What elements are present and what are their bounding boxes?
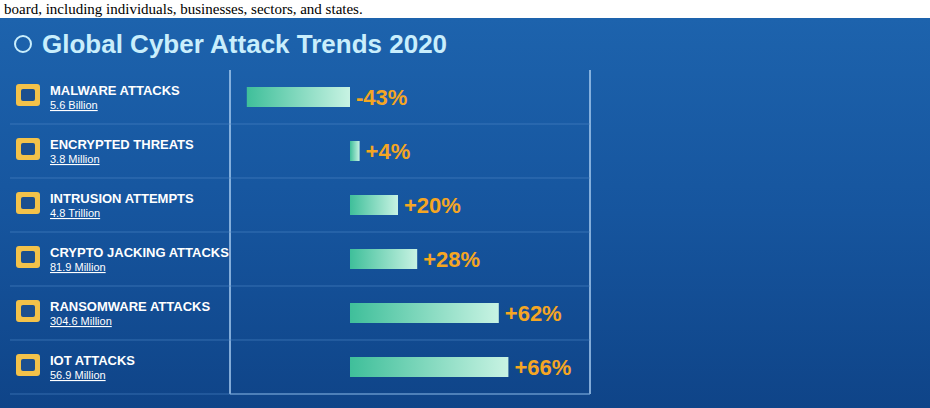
- svg-text:RANSOMWARE ATTACKS: RANSOMWARE ATTACKS: [50, 299, 210, 314]
- svg-text:+62%: +62%: [505, 301, 562, 326]
- svg-text:81.9 Million: 81.9 Million: [50, 261, 106, 273]
- svg-text:ENCRYPTED THREATS: ENCRYPTED THREATS: [50, 137, 194, 152]
- svg-text:5.6 Billion: 5.6 Billion: [50, 99, 98, 111]
- svg-text:304.6 Million: 304.6 Million: [50, 315, 112, 327]
- html-text:board, including individuals,: board, including individuals, businesses…: [4, 1, 363, 17]
- svg-text:+4%: +4%: [366, 139, 411, 164]
- svg-text:+28%: +28%: [423, 247, 480, 272]
- svg-text:3.8 Million: 3.8 Million: [50, 153, 100, 165]
- html-text:Global Cyber Attack Trends 202: Global Cyber Attack Trends 2020: [42, 28, 448, 59]
- svg-text:MALWARE ATTACKS: MALWARE ATTACKS: [50, 83, 180, 98]
- svg-text:IOT ATTACKS: IOT ATTACKS: [50, 353, 135, 368]
- svg-text:INTRUSION ATTEMPTS: INTRUSION ATTEMPTS: [50, 191, 194, 206]
- svg-text:56.9 Million: 56.9 Million: [50, 369, 106, 381]
- svg-text:4.8 Trillion: 4.8 Trillion: [50, 207, 100, 219]
- svg-text:-43%: -43%: [356, 85, 407, 110]
- svg-text:+66%: +66%: [514, 355, 571, 380]
- svg-text:CRYPTO JACKING ATTACKS: CRYPTO JACKING ATTACKS: [50, 245, 229, 260]
- svg-text:+20%: +20%: [404, 193, 461, 218]
